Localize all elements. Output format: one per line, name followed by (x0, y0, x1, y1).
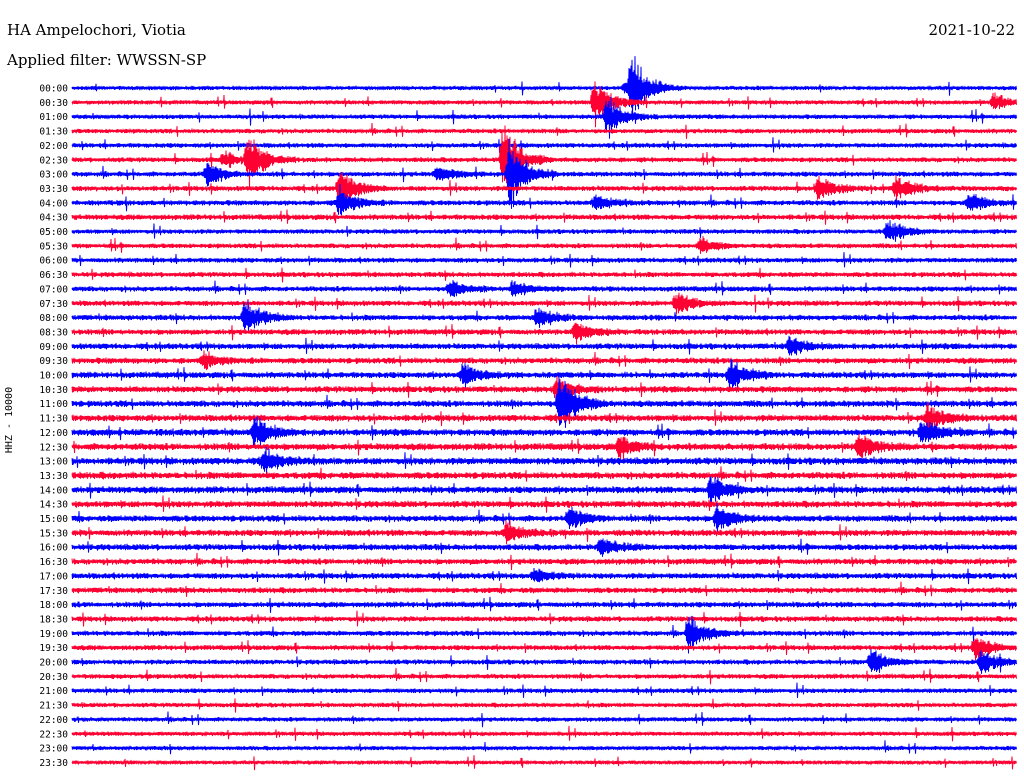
row-tick-label: 08:00 (39, 313, 68, 324)
row-tick-label: 17:00 (39, 571, 68, 582)
row-tick-label: 21:00 (39, 686, 68, 697)
row-tick-label: 14:30 (39, 500, 68, 511)
row-tick-label: 01:30 (39, 127, 68, 138)
row-tick-label: 16:30 (39, 557, 68, 568)
row-tick-label: 09:30 (39, 356, 68, 367)
row-tick-label: 00:30 (39, 98, 68, 109)
row-tick-label: 02:30 (39, 155, 68, 166)
filter-label: Applied filter: WWSSN-SP (7, 51, 207, 69)
trace-row-1330 (71, 466, 1017, 482)
date-label: 2021-10-22 (928, 21, 1015, 39)
row-tick-label: 15:00 (39, 514, 68, 525)
row-tick-label: 14:00 (39, 485, 68, 496)
row-tick-label: 05:00 (39, 227, 68, 238)
row-tick-label: 16:00 (39, 543, 68, 554)
row-tick-label: 09:00 (39, 342, 68, 353)
row-tick-label: 18:30 (39, 614, 68, 625)
trace-row-0830 (71, 322, 1017, 345)
row-tick-label: 07:00 (39, 284, 68, 295)
row-tick-label: 19:00 (39, 629, 68, 640)
row-tick-label: 06:30 (39, 270, 68, 281)
row-tick-label: 21:30 (39, 701, 68, 712)
traces-group (71, 56, 1017, 771)
row-tick-label: 12:00 (39, 428, 68, 439)
row-tick-label: 23:30 (39, 758, 68, 769)
row-tick-label: 06:00 (39, 256, 68, 267)
row-tick-label: 20:30 (39, 672, 68, 683)
row-tick-label: 08:30 (39, 327, 68, 338)
row-tick-label: 23:00 (39, 744, 68, 755)
row-tick-label: 22:00 (39, 715, 68, 726)
row-tick-label: 22:30 (39, 729, 68, 740)
tick-labels-group: 00:00 00:30 01:00 01:30 02:00 02:30 03:00 03:30… (39, 84, 68, 769)
trace-row-0800 (71, 300, 1017, 333)
row-tick-label: 12:30 (39, 442, 68, 453)
row-tick-label: 03:00 (39, 170, 68, 181)
trace-row-1130 (71, 402, 1017, 432)
row-tick-label: 11:30 (39, 414, 68, 425)
row-tick-label: 04:00 (39, 198, 68, 209)
station-title: HA Ampelochori, Viotia (7, 21, 186, 39)
row-tick-label: 04:30 (39, 213, 68, 224)
row-tick-label: 10:00 (39, 371, 68, 382)
row-tick-label: 10:30 (39, 385, 68, 396)
row-tick-label: 15:30 (39, 528, 68, 539)
row-tick-label: 13:00 (39, 457, 68, 468)
row-tick-label: 18:00 (39, 600, 68, 611)
row-tick-label: 20:00 (39, 658, 68, 669)
row-tick-label: 00:00 (39, 84, 68, 95)
row-tick-label: 07:30 (39, 299, 68, 310)
row-tick-label: 02:00 (39, 141, 68, 152)
row-tick-label: 13:30 (39, 471, 68, 482)
row-tick-label: 17:30 (39, 586, 68, 597)
row-tick-label: 03:30 (39, 184, 68, 195)
row-tick-label: 01:00 (39, 112, 68, 123)
row-tick-label: 11:00 (39, 399, 68, 410)
row-tick-label: 05:30 (39, 241, 68, 252)
row-tick-label: 19:30 (39, 643, 68, 654)
